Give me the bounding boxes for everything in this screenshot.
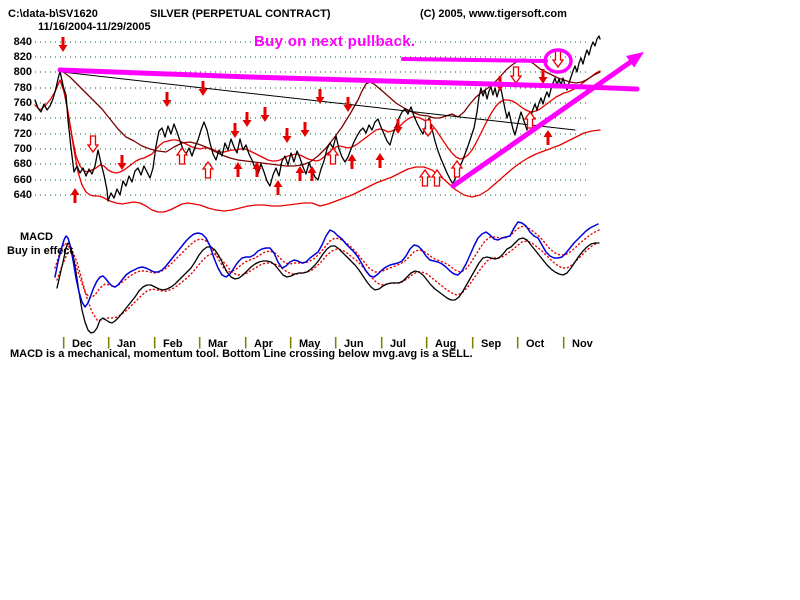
macd-pane-label: MACD (20, 231, 53, 243)
uptrend-arrowhead-icon (626, 52, 644, 68)
month-tick-separator: | (516, 335, 520, 349)
sell-arrow-icon (538, 69, 548, 84)
buy-arrow-icon (252, 162, 262, 177)
buy-arrow-icon (430, 168, 444, 187)
buy-annotation-text: Buy on next pullback. (254, 33, 416, 50)
sell-arrow-icon (282, 128, 292, 143)
sell-arrow-icon (86, 135, 100, 154)
buy-arrow-icon (418, 168, 432, 187)
month-label-apr: Apr (254, 338, 273, 350)
month-tick-separator: | (198, 335, 202, 349)
sell-arrow-icon (300, 122, 310, 137)
sell-arrow-icon (260, 107, 270, 122)
y-axis-tick-label: 780 (13, 82, 32, 94)
y-axis-tick-label: 800 (13, 66, 32, 78)
y-axis-tick-label: 740 (13, 112, 32, 124)
y-axis-tick-label: 820 (13, 51, 32, 63)
y-axis-tick-label: 680 (13, 158, 32, 170)
buy-arrow-icon (347, 154, 357, 169)
month-label-jun: Jun (344, 338, 364, 350)
month-label-aug: Aug (435, 338, 457, 350)
sell-arrow-icon (58, 37, 68, 52)
pullback-underline (401, 57, 548, 63)
sell-arrow-icon (162, 92, 172, 107)
month-label-jan: Jan (117, 338, 136, 350)
mid-band-line (34, 70, 601, 174)
month-tick-separator: | (153, 335, 157, 349)
month-tick-separator: | (62, 335, 66, 349)
macd-slow-line (56, 237, 600, 334)
month-label-feb: Feb (163, 338, 183, 350)
month-label-sep: Sep (481, 338, 502, 350)
buy-arrow-icon (543, 130, 553, 145)
y-axis-tick-label: 700 (13, 143, 32, 155)
uptrend-arrow-shaft (450, 58, 635, 189)
month-tick-separator: | (380, 335, 384, 349)
y-axis-tick-label: 720 (13, 128, 32, 140)
month-tick-separator: | (244, 335, 248, 349)
buy-arrow-icon (175, 146, 189, 165)
y-axis-tick-label: 840 (13, 36, 32, 48)
highlight-circle-annotation (543, 48, 573, 74)
macd-slow-signal-line (56, 240, 598, 321)
buy-arrow-icon (307, 166, 317, 181)
month-label-mar: Mar (208, 338, 228, 350)
macd-caption-text: MACD is a mechanical, momentum tool. Bot… (10, 348, 473, 360)
sell-arrow-icon (421, 119, 435, 138)
y-axis-tick-label: 660 (13, 174, 32, 186)
y-axis-tick-label: 760 (13, 97, 32, 109)
sell-arrow-icon (393, 119, 403, 134)
macd-status-label: Buy in effect (7, 245, 74, 257)
sell-arrow-icon (198, 81, 208, 96)
buy-arrow-icon (375, 153, 385, 168)
sell-arrow-icon (343, 97, 353, 112)
month-label-jul: Jul (390, 338, 406, 350)
month-tick-separator: | (471, 335, 475, 349)
buy-arrow-icon (450, 159, 464, 178)
sell-arrow-icon (551, 50, 565, 69)
sell-arrow-icon (117, 155, 127, 170)
month-tick-separator: | (107, 335, 111, 349)
sell-arrow-icon (242, 112, 252, 127)
y-axis-tick-label: 640 (13, 189, 32, 201)
buy-arrow-icon (523, 110, 537, 129)
chart-title: SILVER (PERPETUAL CONTRACT) (150, 8, 331, 20)
buy-arrow-icon (70, 188, 80, 203)
buy-arrow-icon (273, 180, 283, 195)
resistance-annotation-line (57, 67, 640, 92)
month-label-oct: Oct (526, 338, 545, 350)
date-range-label: 11/16/2004-11/29/2005 (38, 21, 151, 33)
buy-arrow-icon (201, 160, 215, 179)
copyright-label: (C) 2005, www.tigersoft.com (420, 8, 567, 20)
month-label-nov: Nov (572, 338, 593, 350)
month-tick-separator: | (425, 335, 429, 349)
buy-arrow-icon (295, 166, 305, 181)
file-path-label: C:\data-b\SV1620 (8, 8, 98, 20)
month-label-dec: Dec (72, 338, 93, 350)
sell-arrow-icon (509, 66, 523, 85)
lower-band-line (61, 79, 601, 213)
sell-arrow-icon (230, 123, 240, 138)
macd-fast-line (54, 221, 599, 308)
buy-arrow-icon (233, 162, 243, 177)
macd-fast-signal-line (54, 225, 600, 299)
month-tick-separator: | (289, 335, 293, 349)
month-tick-separator: | (562, 335, 566, 349)
buy-arrow-icon (326, 146, 340, 165)
month-label-may: May (299, 338, 321, 350)
month-tick-separator: | (334, 335, 338, 349)
sell-arrow-icon (315, 89, 325, 104)
